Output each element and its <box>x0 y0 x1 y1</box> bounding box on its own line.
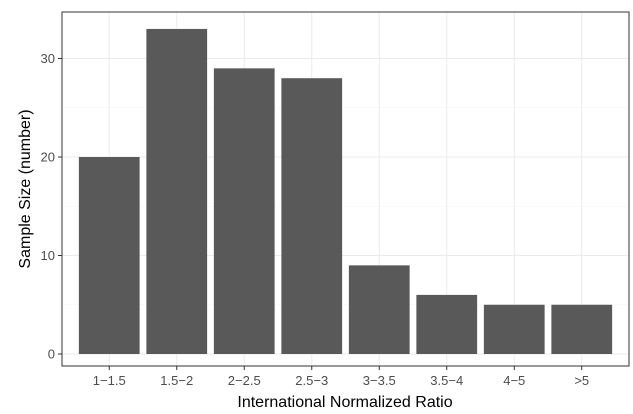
y-tick-label: 0 <box>48 347 55 362</box>
x-tick-label: 2−2.5 <box>228 373 261 388</box>
bar-7 <box>551 304 613 354</box>
x-axis: 1−1.5 1.5−2 2−2.5 2.5−3 3−3.5 3.5−4 4−5 >5 <box>93 366 589 388</box>
bar-6 <box>483 304 545 354</box>
x-tick-label: 2.5−3 <box>295 373 328 388</box>
bars <box>78 28 613 354</box>
y-tick-label: 20 <box>41 150 55 165</box>
y-tick-label: 30 <box>41 51 55 66</box>
bar-2 <box>213 68 275 354</box>
y-tick-label: 10 <box>41 248 55 263</box>
x-tick-label: 3.5−4 <box>430 373 463 388</box>
bar-3 <box>281 78 343 354</box>
y-axis-title: Sample Size (number) <box>17 109 34 268</box>
x-tick-label: 1−1.5 <box>93 373 126 388</box>
panel-border <box>61 11 630 367</box>
y-axis: 0 10 20 30 <box>41 51 62 362</box>
bar-0 <box>78 157 140 354</box>
x-tick-label: 1.5−2 <box>160 373 193 388</box>
bar-5 <box>416 294 478 354</box>
x-tick-label: 4−5 <box>503 373 525 388</box>
x-axis-title: International Normalized Ratio <box>237 394 452 411</box>
bar-1 <box>146 28 208 354</box>
x-tick-label: 3−3.5 <box>363 373 396 388</box>
x-tick-label: >5 <box>574 373 589 388</box>
bar-4 <box>348 265 410 354</box>
